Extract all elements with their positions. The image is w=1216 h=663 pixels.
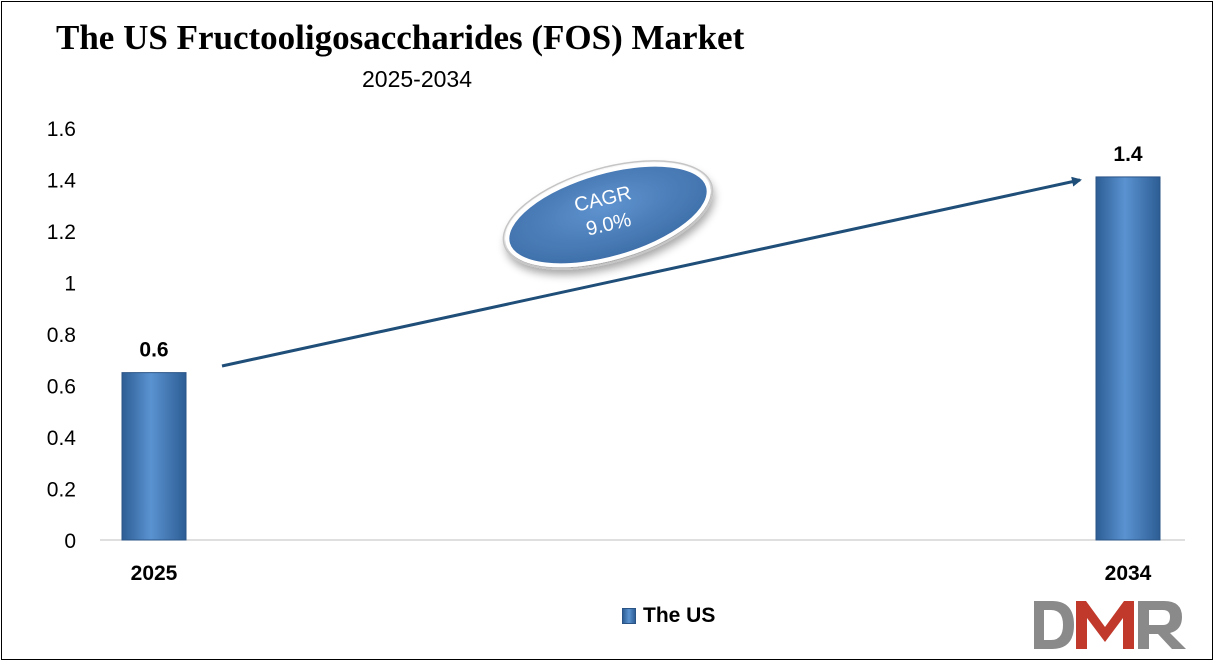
y-tick-label: 1.2 bbox=[47, 221, 76, 244]
chart-subtitle: 2025-2034 bbox=[362, 66, 472, 92]
y-axis: 0 0.2 0.4 0.6 0.8 1 1.2 1.4 1.6 bbox=[47, 118, 77, 553]
bar-2034 bbox=[1095, 176, 1161, 541]
y-tick-label: 1 bbox=[64, 273, 76, 296]
legend-swatch bbox=[622, 608, 636, 624]
cagr-arrow bbox=[221, 176, 1082, 368]
y-tick-label: 0 bbox=[64, 530, 76, 553]
legend: The US bbox=[622, 604, 715, 628]
y-tick-label: 0.6 bbox=[47, 376, 76, 399]
y-tick-label: 0.2 bbox=[47, 479, 76, 502]
x-tick-label: 2025 bbox=[131, 562, 178, 585]
y-tick-label: 1.4 bbox=[47, 170, 77, 193]
dmr-logo bbox=[1034, 601, 1186, 649]
legend-label: The US bbox=[643, 604, 716, 627]
bar-2025 bbox=[121, 372, 187, 541]
x-tick-label: 2034 bbox=[1105, 562, 1152, 585]
cagr-callout bbox=[502, 160, 714, 270]
y-tick-label: 0.4 bbox=[47, 427, 77, 450]
chart-title: The US Fructooligosaccharides (FOS) Mark… bbox=[56, 18, 745, 57]
data-label-2025: 0.6 bbox=[139, 339, 168, 362]
data-label-2034: 1.4 bbox=[1113, 143, 1143, 166]
y-tick-label: 1.6 bbox=[47, 118, 76, 141]
x-axis: 2025 2034 bbox=[131, 562, 1152, 585]
y-tick-label: 0.8 bbox=[47, 324, 76, 347]
bars-group: 0.6 1.4 bbox=[121, 143, 1161, 541]
